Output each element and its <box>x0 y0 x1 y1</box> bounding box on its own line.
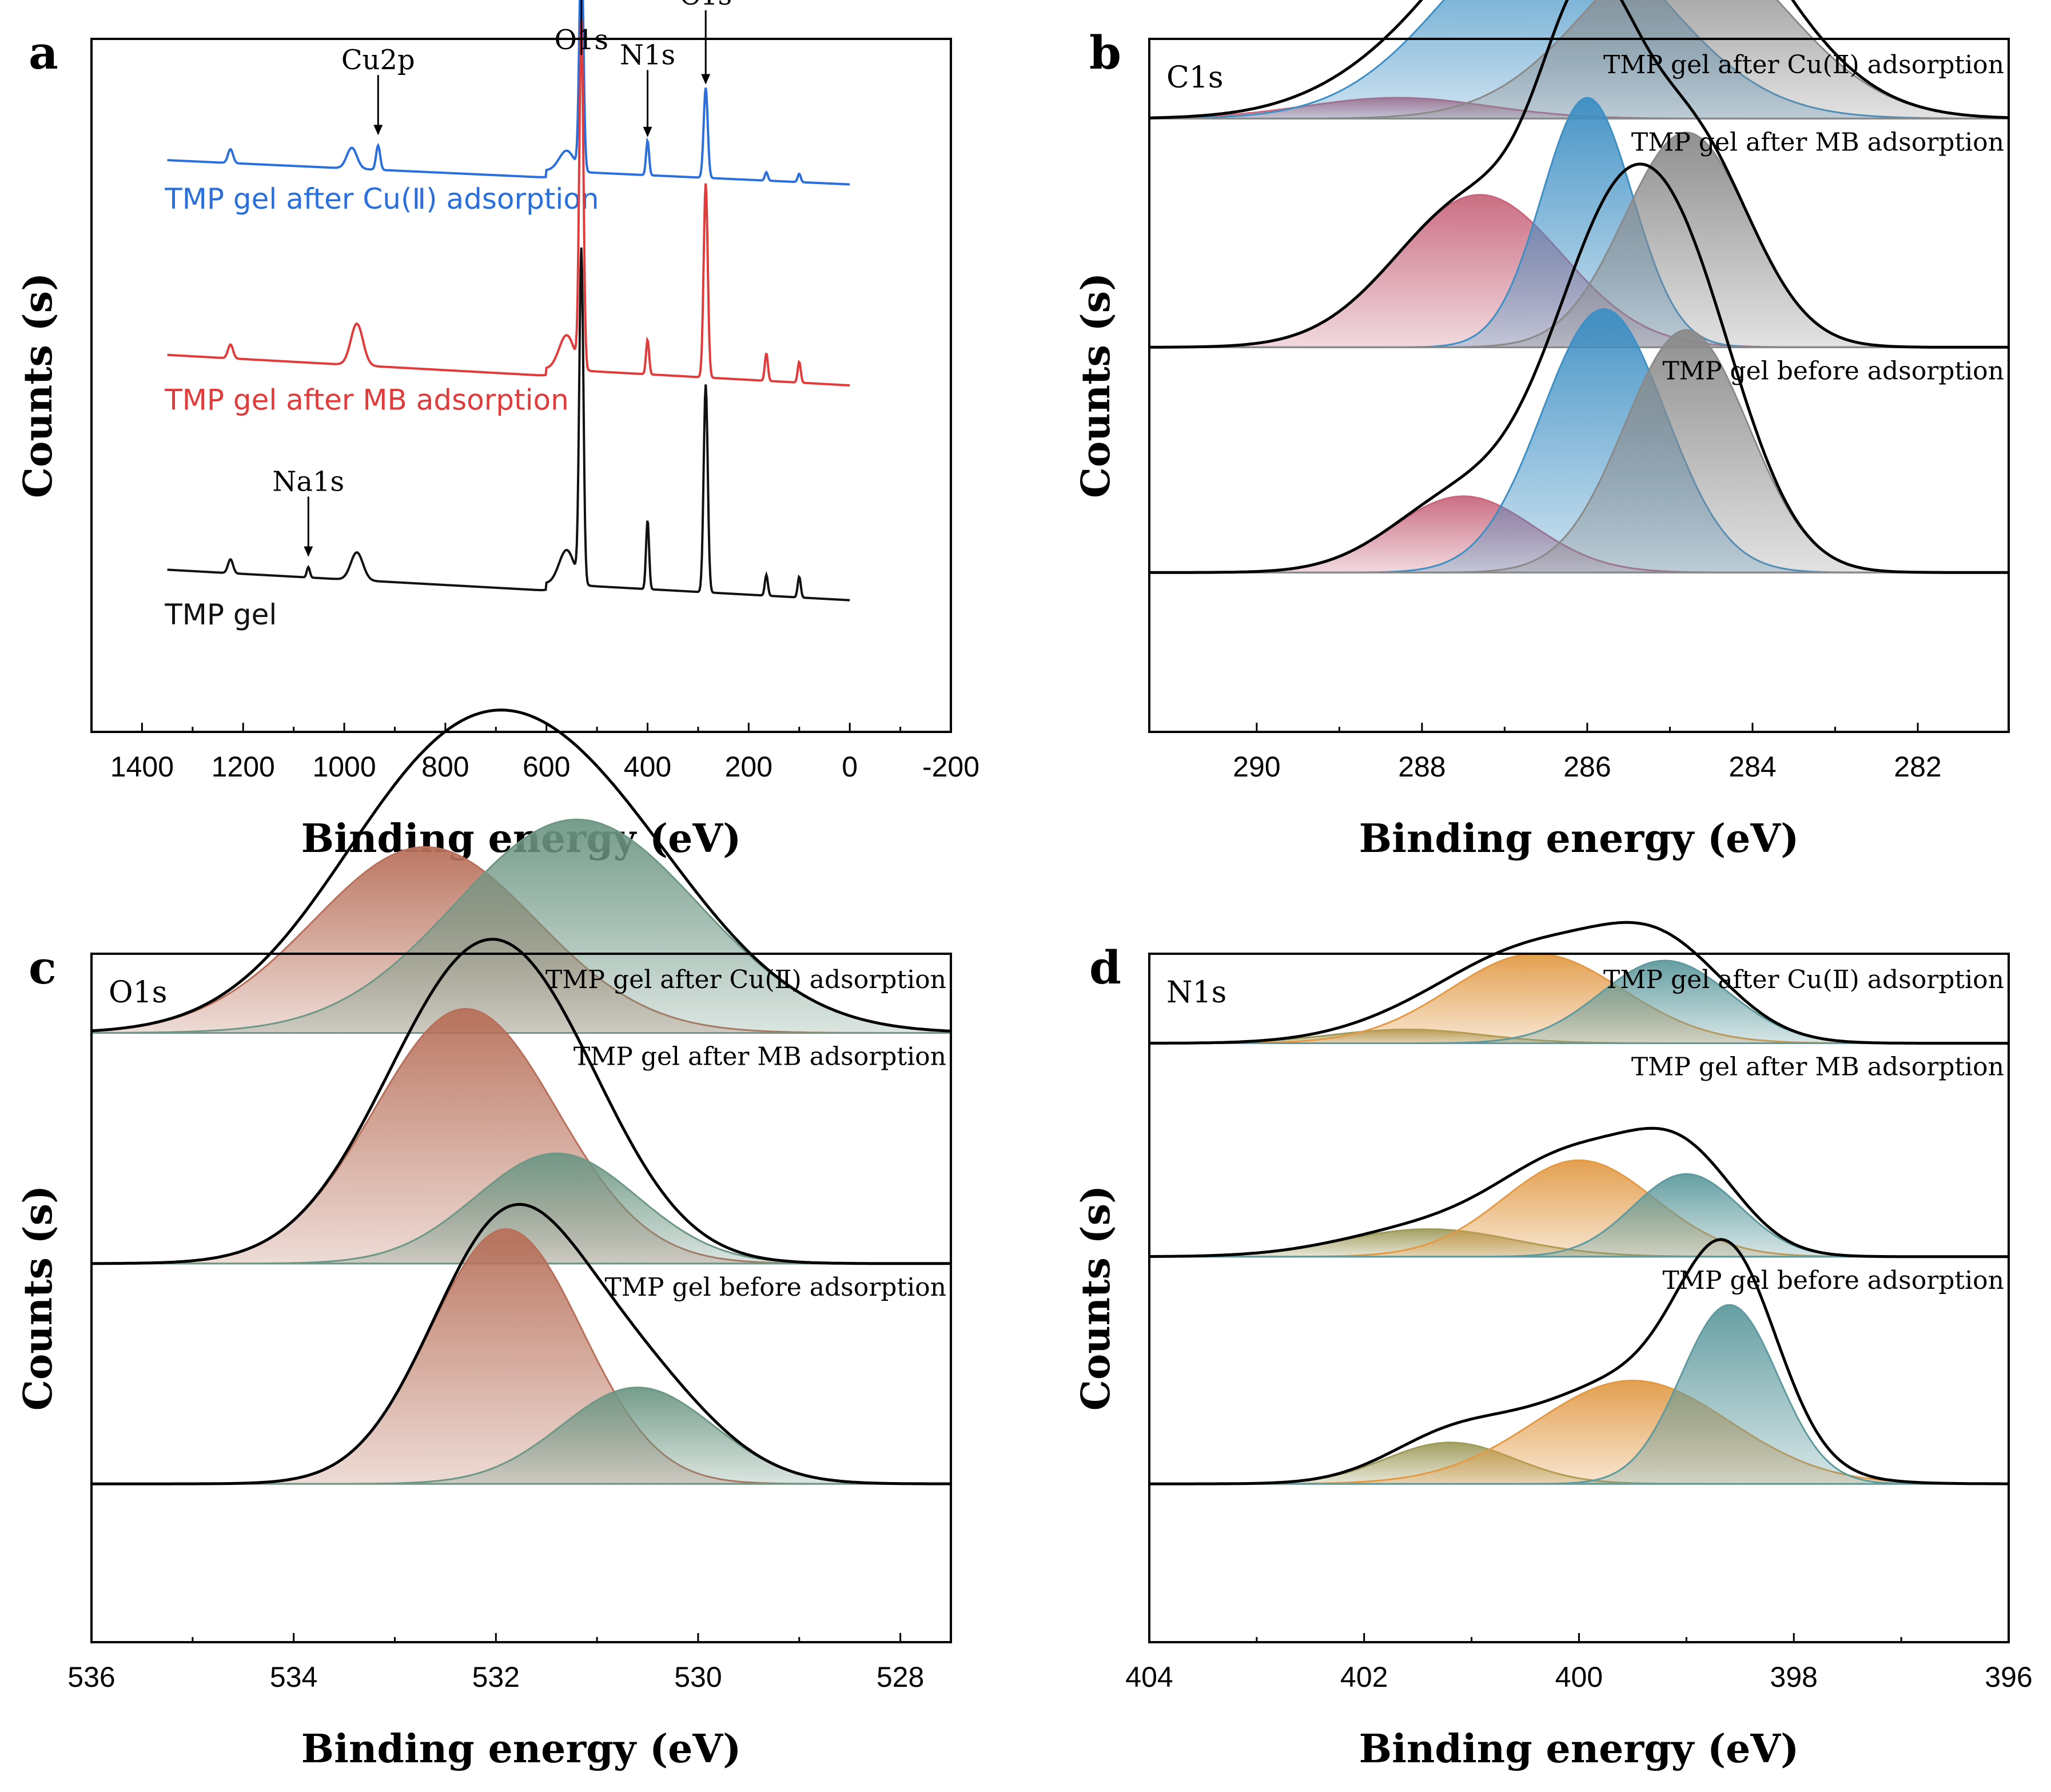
spectrum-label: TMP gel after MB adsorption <box>1631 1053 2004 1082</box>
x-tick-label: 1400 <box>110 751 174 783</box>
series-label: TMP gel <box>164 598 277 631</box>
peak-annotation: Na1s <box>272 465 344 497</box>
x-axis-label: Binding energy (eV) <box>1359 1726 1799 1772</box>
y-axis-label: Counts (s) <box>15 1185 61 1411</box>
panel-c: c Counts (s) Binding energy (eV) 536 534 532 5… <box>15 708 952 1772</box>
envelope-line <box>1149 921 2009 1045</box>
spectrum-label: TMP gel before adsorption <box>1662 356 2004 385</box>
envelope-line <box>91 938 951 1265</box>
x-axis-label: Binding energy (eV) <box>1359 816 1799 862</box>
x-tick-label: 402 <box>1340 1661 1388 1693</box>
x-tick-label: 396 <box>1985 1661 2032 1693</box>
plot-frame <box>1148 953 2010 1643</box>
arrow-head <box>643 126 652 137</box>
x-tick-label: 0 <box>842 751 858 783</box>
envelope-line <box>1149 0 2009 120</box>
panel-letter: c <box>29 941 57 994</box>
envelope-line <box>1149 1126 2009 1259</box>
plot-frame <box>90 38 952 733</box>
x-tick-label: 1000 <box>312 751 376 783</box>
spectrum-label: TMP gel after MB adsorption <box>574 1042 946 1071</box>
x-tick-label: 600 <box>523 751 570 783</box>
core-level-label: C1s <box>1166 61 1224 95</box>
survey-line <box>167 0 850 186</box>
envelope-line <box>1149 1238 2009 1486</box>
survey-line <box>167 247 850 602</box>
x-tick-label: 530 <box>674 1661 722 1693</box>
x-tick-label: 528 <box>877 1661 924 1693</box>
spectrum-label: TMP gel after Cu(Ⅱ) adsorption <box>1603 50 2004 79</box>
x-tick-label: 532 <box>472 1661 520 1693</box>
series-label: TMP gel after Cu(Ⅱ) adsorption <box>164 182 599 216</box>
survey-line <box>167 18 850 387</box>
x-tick-label: 288 <box>1398 751 1445 783</box>
y-axis-label: Counts (s) <box>1073 1185 1119 1411</box>
series-label: TMP gel after MB adsorption <box>164 383 569 416</box>
arrow-head <box>701 74 711 85</box>
x-tick-label: 400 <box>624 751 671 783</box>
component-peak <box>90 1228 952 1485</box>
panel-letter: d <box>1089 941 1121 994</box>
core-level-label: N1s <box>1166 975 1226 1010</box>
component-peak <box>1148 1304 2010 1485</box>
x-tick-label: -200 <box>922 751 979 783</box>
x-tick-label: 290 <box>1233 751 1280 783</box>
spectrum-label: TMP gel after Cu(Ⅱ) adsorption <box>1603 965 2004 994</box>
y-axis-label: Counts (s) <box>1073 273 1119 498</box>
panel-d: d Counts (s) Binding energy (eV) 404 402 400 3… <box>1073 921 2033 1772</box>
peak-annotation: Cu2p <box>341 44 415 76</box>
plot-frame <box>90 953 952 1643</box>
spectrum-label: TMP gel after Cu(Ⅱ) adsorption <box>545 965 946 994</box>
envelope-line <box>1149 162 2009 574</box>
component-peak <box>1148 1380 2010 1485</box>
x-axis-label: Binding energy (eV) <box>301 1726 742 1772</box>
panel-b: b Counts (s) Binding energy (eV) 290 288 286 2… <box>1073 0 2010 862</box>
x-tick-label: 400 <box>1555 1661 1603 1693</box>
peak-annotation: O1s <box>554 24 608 56</box>
panel-letter: a <box>29 26 58 79</box>
component-peak <box>1148 0 2010 120</box>
x-tick-label: 536 <box>67 1661 115 1693</box>
x-tick-label: 398 <box>1770 1661 1818 1693</box>
x-tick-label: 800 <box>421 751 469 783</box>
spectrum-label: TMP gel after MB adsorption <box>1631 128 2004 157</box>
x-tick-label: 286 <box>1563 751 1611 783</box>
spectrum-label: TMP gel before adsorption <box>604 1273 946 1302</box>
x-tick-label: 404 <box>1125 1661 1173 1693</box>
x-tick-label: 284 <box>1729 751 1776 783</box>
panel-letter: b <box>1089 26 1121 79</box>
x-tick-label: 200 <box>725 751 772 783</box>
arrow-head <box>304 546 313 557</box>
x-tick-label: 1200 <box>212 751 275 783</box>
envelope-line <box>1149 0 2009 349</box>
peak-annotation: C1s <box>679 0 732 11</box>
peak-annotation: N1s <box>620 39 675 71</box>
envelope-line <box>91 708 951 1033</box>
spectrum-label: TMP gel before adsorption <box>1662 1266 2004 1295</box>
plot-frame <box>1148 38 2010 733</box>
component-peak <box>1148 1159 2010 1258</box>
arrow-head <box>373 125 383 136</box>
envelope-line <box>91 1202 951 1486</box>
y-axis-label: Counts (s) <box>15 273 61 498</box>
x-tick-label: 282 <box>1894 751 1941 783</box>
x-tick-label: 534 <box>270 1661 317 1693</box>
core-level-label: O1s <box>109 975 167 1010</box>
